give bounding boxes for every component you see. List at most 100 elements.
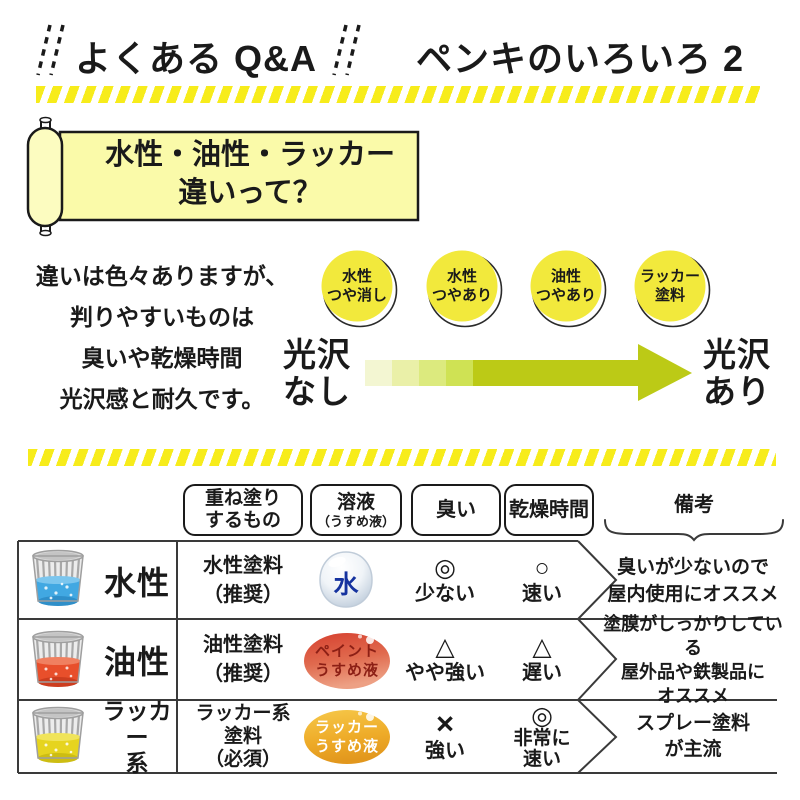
water-recoat-line-2: （推奨） <box>203 583 283 606</box>
lacquer-thinner-blob-icon <box>304 710 390 764</box>
row-lacquer-type: ラッカー 系 <box>94 697 180 776</box>
water-recoat-line-1: 水性塗料 <box>203 554 283 577</box>
intro-line-1: 違いは色々ありますが、 <box>35 263 289 289</box>
paint-thinner-label: ペイント うすめ液 <box>302 642 392 680</box>
oil-smell-symbol: △ <box>435 632 455 661</box>
lacquer-smell-symbol: × <box>435 705 455 741</box>
stripe-divider-top <box>36 86 760 103</box>
row-lacquer-drying: ◎ 非常に 速い <box>502 700 582 773</box>
row-lacquer-remarks: スプレー塗料 が主流 <box>598 700 788 773</box>
oil-remarks-line-2: 屋外品や鉄製品に <box>621 661 765 682</box>
circle-2-line-1: 水性 <box>446 268 477 285</box>
gloss-circle-1: 水性 つや消し <box>312 267 402 305</box>
solvent-header-line-2: （うすめ液） <box>316 513 395 529</box>
row-oil-remarks: 塗膜がしっかりしている 屋外品や鉄製品に オススメ <box>598 614 788 706</box>
gloss-circle-2: 水性 つやあり <box>417 267 507 305</box>
gloss-none-label: 光沢 なし <box>280 336 354 410</box>
gloss-none-line-1: 光沢 <box>283 336 351 373</box>
intro-text: 違いは色々ありますが、 判りやすいものは 臭いや乾燥時間 光沢感と耐久です。 <box>22 256 302 420</box>
header-qa-label: よくある Q&A <box>74 38 317 79</box>
water-smell-symbol: ◎ <box>434 553 456 582</box>
lacquer-thinner-label: ラッカー うすめ液 <box>302 718 392 756</box>
circle-1-line-2: つや消し <box>326 287 387 304</box>
recoat-header-line-2: するもの <box>204 510 281 531</box>
intro-line-2: 判りやすいものは <box>70 304 254 330</box>
column-header-solvent: 溶液 （うすめ液） <box>310 484 402 536</box>
water-remarks-line-1: 臭いが少ないので <box>616 556 769 578</box>
smell-header-label: 臭い <box>436 499 476 521</box>
stripe-divider-middle <box>28 449 776 466</box>
circle-2-line-2: つやあり <box>431 287 492 304</box>
water-type-line-1: 水性 <box>103 564 170 601</box>
column-header-remarks: 備考 <box>674 494 714 516</box>
row-oil-type: 油性 <box>94 619 180 700</box>
column-header-recoat: 重ね塗り するもの <box>183 484 303 536</box>
oil-drying-symbol: △ <box>532 632 552 661</box>
lacquer-smell-text: 強い <box>425 739 465 762</box>
water-drying-line-1: 速い <box>522 582 562 605</box>
recoat-header-line-1: 重ね塗り <box>204 488 281 509</box>
lacquer-remarks-line-1: スプレー塗料 <box>635 712 750 734</box>
circle-3-line-1: 油性 <box>550 268 581 285</box>
question-banner-scroll <box>26 116 420 237</box>
paint-thinner-blob-icon <box>304 633 390 689</box>
water-smell-text: 少ない <box>415 582 475 605</box>
lacquer-thinner-line-1: ラッカー <box>314 719 379 736</box>
lacquer-paint-can-icon <box>32 706 84 763</box>
lacquer-remarks-line-2: が主流 <box>664 738 722 760</box>
oil-remarks-line-3: オススメ <box>657 685 729 706</box>
row-oil-smell: △ やや強い <box>405 619 485 700</box>
lacquer-type-line-1: ラッカー <box>102 697 172 750</box>
gloss-circle-3: 油性 つやあり <box>521 267 611 305</box>
row-water-type: 水性 <box>94 542 180 619</box>
intro-line-3: 臭いや乾燥時間 <box>81 345 243 371</box>
row-water-drying: ○ 速い <box>502 542 582 619</box>
question-line-1: 水性・油性・ラッカー <box>104 139 395 171</box>
lacquer-recoat-line-3: （必須） <box>204 749 281 770</box>
row-oil-recoat: 油性塗料 （推奨） <box>184 619 302 700</box>
page-title: ペンキのいろいろ 2 <box>415 38 745 79</box>
gloss-circle-4: ラッカー 塗料 <box>625 267 715 305</box>
lacquer-recoat-line-1: ラッカー系 <box>195 703 291 724</box>
row-oil-drying: △ 遅い <box>502 619 582 700</box>
gloss-full-label: 光沢 あり <box>700 336 774 410</box>
oil-smell-text: やや強い <box>405 661 485 684</box>
solvent-header-line-1: 溶液 <box>336 491 375 513</box>
question-banner-text: 水性・油性・ラッカー 違いって？ <box>90 136 410 212</box>
gloss-full-line-1: 光沢 <box>703 336 771 373</box>
water-drop-label: 水 <box>333 571 359 599</box>
question-line-2: 違いって？ <box>178 177 322 209</box>
oil-type-line-1: 油性 <box>103 643 170 680</box>
row-water-smell: ◎ 少ない <box>405 542 485 619</box>
water-paint-can-icon <box>32 549 84 606</box>
water-drop-icon <box>319 551 373 608</box>
oil-remarks-line-1: 塗膜がしっかりしている <box>603 613 783 658</box>
paint-thinner-line-1: ペイント <box>314 643 379 660</box>
gloss-circles-graphic <box>321 250 711 328</box>
circle-3-line-2: つやあり <box>535 287 596 304</box>
row-water-recoat: 水性塗料 （推奨） <box>184 542 302 619</box>
column-header-smell: 臭い <box>411 484 501 536</box>
water-drying-symbol: ○ <box>534 553 550 582</box>
oil-drying-line-1: 遅い <box>522 661 562 684</box>
lacquer-drying-line-1: 非常に <box>513 727 571 749</box>
lacquer-drying-symbol: ◎ <box>531 701 553 730</box>
lacquer-thinner-line-2: うすめ液 <box>314 738 379 755</box>
lacquer-type-line-2: 系 <box>125 749 149 776</box>
row-lacquer-smell: × 強い <box>405 700 485 773</box>
oil-recoat-line-2: （推奨） <box>203 662 283 685</box>
paint-thinner-line-2: うすめ液 <box>314 662 379 679</box>
remarks-underbrace-icon <box>604 519 784 542</box>
circle-4-line-1: ラッカー <box>639 268 700 285</box>
gloss-gradient-arrow <box>365 344 692 401</box>
table-grid <box>17 540 777 774</box>
lacquer-drying-line-2: 速い <box>522 748 561 770</box>
oil-recoat-line-1: 油性塗料 <box>203 633 283 656</box>
row-water-remarks: 臭いが少ないので 屋内使用にオススメ <box>598 542 788 619</box>
lacquer-recoat-line-2: 塗料 <box>223 726 262 747</box>
circle-4-line-2: 塗料 <box>654 287 685 304</box>
column-header-drying: 乾燥時間 <box>504 484 594 536</box>
drying-header-label: 乾燥時間 <box>509 499 589 521</box>
gloss-full-line-2: あり <box>703 373 771 410</box>
